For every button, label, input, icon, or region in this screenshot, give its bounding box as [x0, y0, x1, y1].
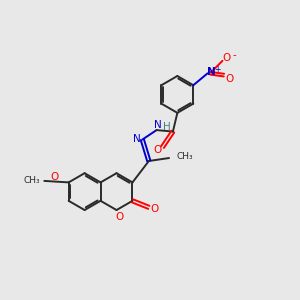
Text: O: O: [222, 53, 230, 64]
Text: O: O: [51, 172, 59, 182]
Text: +: +: [214, 65, 220, 74]
Text: O: O: [225, 74, 233, 84]
Text: N: N: [134, 134, 141, 144]
Text: -: -: [232, 50, 236, 61]
Text: CH₃: CH₃: [23, 176, 40, 185]
Text: O: O: [150, 204, 158, 214]
Text: O: O: [154, 145, 162, 155]
Text: CH₃: CH₃: [176, 152, 193, 161]
Text: N: N: [154, 120, 161, 130]
Text: H: H: [163, 122, 171, 131]
Text: O: O: [116, 212, 124, 222]
Text: N: N: [207, 67, 215, 77]
